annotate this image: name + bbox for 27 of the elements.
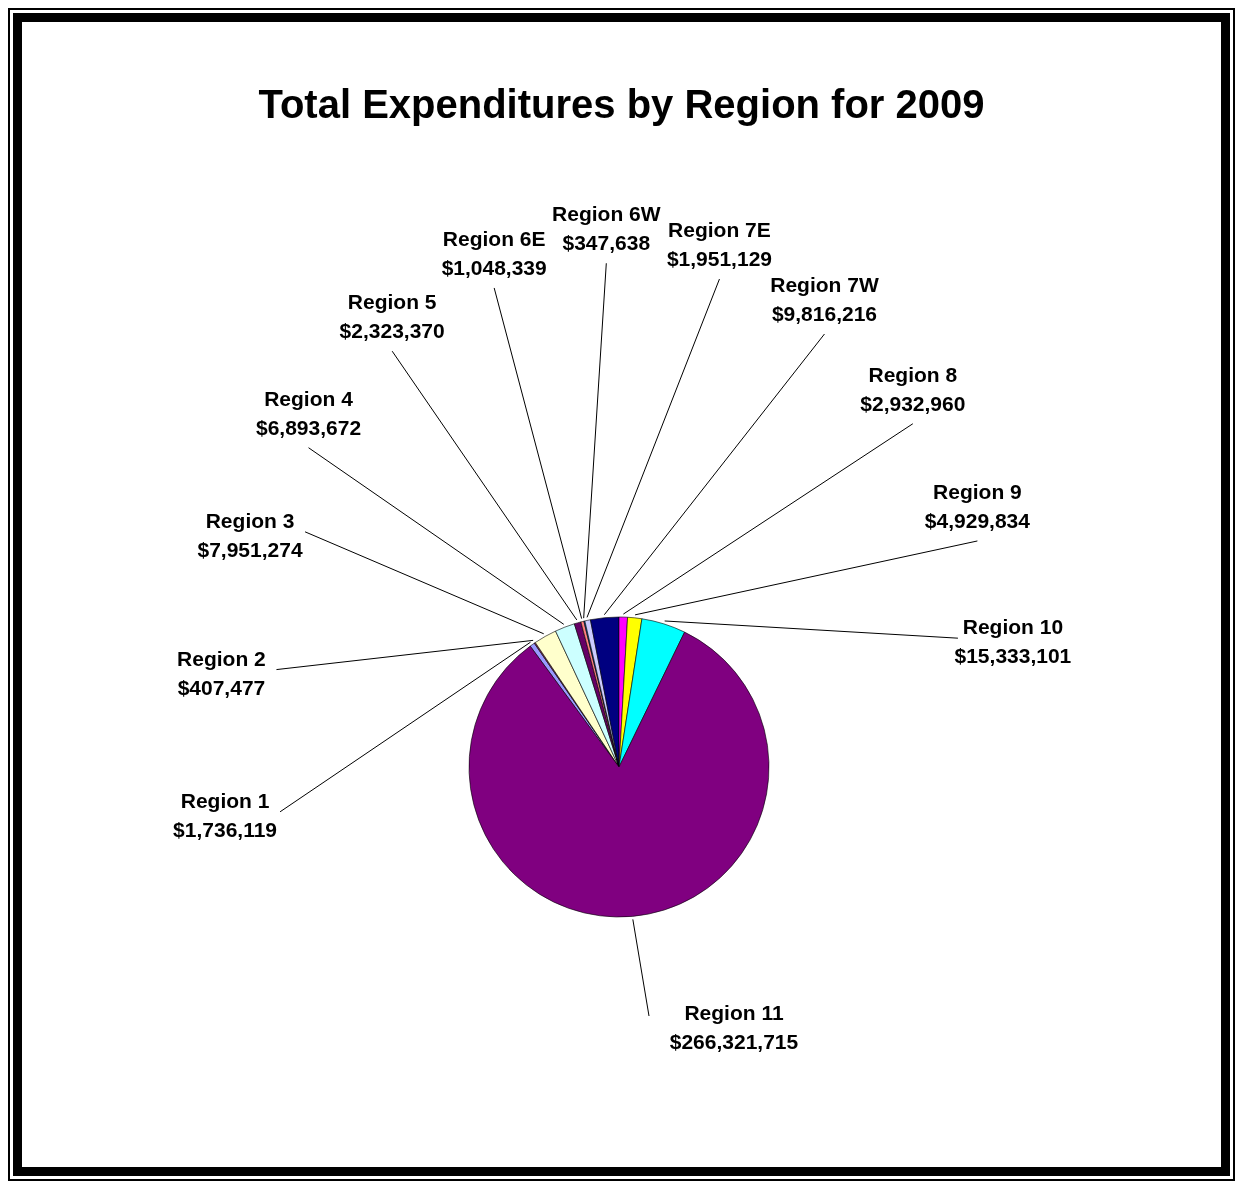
slice-label: Region 3 xyxy=(205,508,295,532)
slice-label: Region 10 xyxy=(962,615,1064,639)
data-label: $1,951,129 xyxy=(666,247,773,271)
slice-label: Region 5 xyxy=(347,290,437,314)
data-label: $2,323,370 xyxy=(339,319,445,343)
data-label: $4,929,834 xyxy=(924,508,1031,532)
slice-label: Region 7W xyxy=(770,273,879,297)
data-label: $407,477 xyxy=(177,675,266,699)
slice-label: Region 1 xyxy=(180,788,270,812)
data-label: $7,951,274 xyxy=(197,537,303,561)
chart-title: Total Expenditures by Region for 2009 xyxy=(257,82,986,128)
slice-label: Region 9 xyxy=(933,479,1022,503)
slice-label: Region 6E xyxy=(442,226,546,250)
slice-label: Region 8 xyxy=(868,362,958,386)
data-label: $1,736,119 xyxy=(173,817,278,841)
data-label: $266,321,715 xyxy=(669,1030,799,1053)
slice-label: Region 2 xyxy=(177,646,266,670)
slice-label: Region 7E xyxy=(668,218,771,242)
data-label: $2,932,960 xyxy=(860,391,966,415)
data-label: $6,893,672 xyxy=(255,415,362,439)
slice-label: Region 11 xyxy=(684,1001,784,1024)
data-label: $9,816,216 xyxy=(771,302,878,326)
data-label: $15,333,101 xyxy=(954,644,1072,668)
data-label: $347,638 xyxy=(562,231,651,255)
slice-label: Region 6W xyxy=(552,202,661,226)
slice-label: Region 4 xyxy=(264,386,354,410)
data-label: $1,048,339 xyxy=(441,255,547,279)
